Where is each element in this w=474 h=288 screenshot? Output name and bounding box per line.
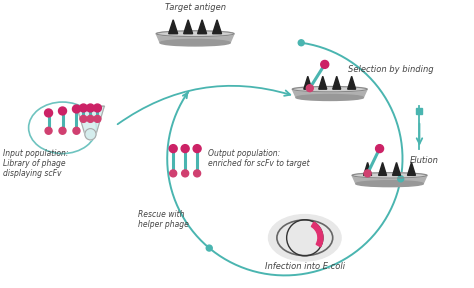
- Polygon shape: [292, 89, 367, 98]
- Polygon shape: [212, 20, 221, 34]
- Ellipse shape: [296, 94, 364, 101]
- Circle shape: [170, 170, 177, 177]
- Circle shape: [298, 40, 304, 46]
- Circle shape: [59, 127, 66, 134]
- Ellipse shape: [352, 173, 427, 178]
- Polygon shape: [347, 76, 356, 89]
- Circle shape: [80, 115, 87, 122]
- Polygon shape: [319, 76, 327, 89]
- Polygon shape: [183, 20, 192, 34]
- Polygon shape: [408, 162, 416, 175]
- Polygon shape: [333, 76, 341, 89]
- Circle shape: [398, 176, 404, 182]
- Circle shape: [93, 104, 101, 112]
- Circle shape: [375, 145, 383, 153]
- Text: Input population:
Library of phage
displaying scFv: Input population: Library of phage displ…: [3, 149, 68, 178]
- Bar: [417, 108, 422, 114]
- Ellipse shape: [85, 129, 96, 140]
- Circle shape: [86, 104, 94, 112]
- Text: Rescue with
helper phage: Rescue with helper phage: [138, 210, 189, 230]
- Circle shape: [206, 245, 212, 251]
- Circle shape: [193, 145, 201, 153]
- Circle shape: [94, 115, 101, 122]
- Text: Elution: Elution: [410, 156, 438, 165]
- Text: Selection by binding: Selection by binding: [347, 65, 433, 74]
- Circle shape: [193, 170, 201, 177]
- Polygon shape: [364, 162, 372, 175]
- Circle shape: [73, 127, 80, 134]
- Circle shape: [182, 170, 189, 177]
- Circle shape: [45, 127, 52, 134]
- Circle shape: [45, 109, 53, 117]
- Text: Infection into E.coli: Infection into E.coli: [265, 262, 345, 270]
- Polygon shape: [392, 162, 401, 175]
- Polygon shape: [379, 162, 387, 175]
- Polygon shape: [156, 34, 234, 43]
- Circle shape: [321, 60, 329, 68]
- Ellipse shape: [292, 86, 367, 92]
- Text: Target antigen: Target antigen: [164, 3, 226, 12]
- Ellipse shape: [156, 31, 234, 37]
- Polygon shape: [352, 175, 427, 184]
- Circle shape: [306, 85, 313, 92]
- Circle shape: [87, 115, 94, 122]
- Polygon shape: [76, 106, 104, 134]
- Circle shape: [73, 105, 81, 113]
- Circle shape: [169, 145, 177, 153]
- Circle shape: [58, 107, 66, 115]
- Ellipse shape: [268, 215, 341, 261]
- Ellipse shape: [160, 39, 230, 46]
- Circle shape: [181, 145, 189, 153]
- Circle shape: [364, 170, 371, 177]
- Polygon shape: [198, 20, 207, 34]
- Circle shape: [80, 104, 87, 112]
- Wedge shape: [311, 222, 323, 247]
- Text: Output population:
enriched for scFv to target: Output population: enriched for scFv to …: [208, 149, 310, 168]
- Polygon shape: [169, 20, 178, 34]
- Ellipse shape: [356, 181, 423, 187]
- Polygon shape: [304, 76, 312, 89]
